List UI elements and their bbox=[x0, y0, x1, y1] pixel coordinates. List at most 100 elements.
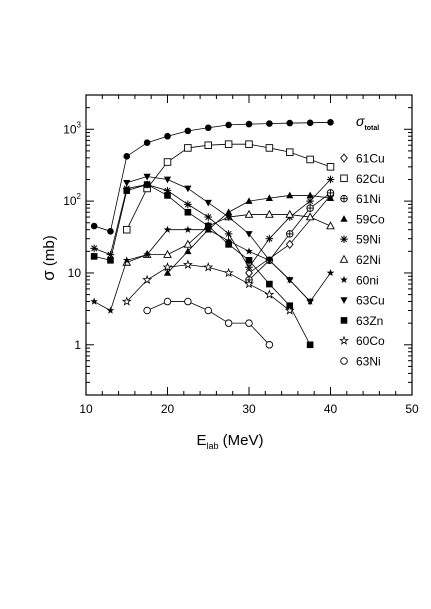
data-point-63cu bbox=[265, 257, 273, 265]
legend-label-63ni: 63Ni bbox=[356, 355, 381, 369]
y-axis-label-unit: (mb) bbox=[41, 235, 58, 266]
legend-label-60ni: 60ni bbox=[356, 273, 379, 287]
data-point-59co bbox=[163, 269, 172, 276]
x-axis-label-sub: lab bbox=[207, 441, 219, 451]
data-point-60ni bbox=[224, 236, 233, 245]
legend-label-59ni: 59Ni bbox=[356, 233, 381, 247]
data-point-62cu bbox=[224, 140, 233, 148]
data-point-60ni bbox=[143, 250, 151, 258]
data-point-62ni bbox=[305, 212, 315, 221]
data-point-62cu bbox=[306, 155, 314, 164]
data-point-62ni bbox=[326, 221, 335, 230]
data-point-62ni bbox=[183, 239, 193, 248]
y-axis-label: σ (mb) bbox=[39, 235, 58, 281]
data-point-59co bbox=[245, 197, 253, 204]
data-point-63cu bbox=[123, 179, 131, 187]
axis-ticks bbox=[85, 94, 413, 396]
data-point-62cu bbox=[184, 144, 192, 152]
legend-marker-62ni bbox=[339, 254, 349, 263]
data-point-63ni bbox=[163, 297, 172, 306]
data-point-63zn bbox=[245, 257, 253, 264]
x-axis-label: Elab (MeV) bbox=[196, 432, 263, 451]
series-62cu bbox=[122, 140, 335, 234]
data-point-62ni bbox=[265, 209, 274, 218]
legend-marker-59co bbox=[340, 215, 348, 222]
data-point-total bbox=[204, 124, 212, 132]
data-point-60co bbox=[121, 296, 132, 306]
y-tick-label: 1 bbox=[74, 338, 81, 352]
legend-label-62ni: 62Ni bbox=[356, 253, 381, 267]
x-tick-label: 50 bbox=[405, 402, 419, 416]
y-tick-label-base: 10 bbox=[63, 194, 77, 208]
data-point-60co bbox=[162, 262, 173, 272]
x-tick-label: 40 bbox=[324, 402, 338, 416]
data-point-60co bbox=[244, 278, 254, 289]
legend: 61Cu 62Cu 61Ni 59Co 59Ni 62Ni 60ni 63Cu 63Zn 60Co… bbox=[339, 152, 385, 369]
data-point-62cu bbox=[326, 163, 335, 171]
x-tick-label: 10 bbox=[79, 402, 93, 416]
series-layer bbox=[90, 119, 335, 349]
data-point-63zn bbox=[107, 257, 114, 264]
x-tick-labels: 10 20 30 40 50 bbox=[79, 402, 419, 416]
data-point-total bbox=[123, 153, 131, 160]
data-point-60co bbox=[284, 305, 295, 315]
data-point-62ni bbox=[163, 249, 172, 258]
y-tick-label-base: 1 bbox=[74, 338, 81, 352]
data-point-59ni bbox=[224, 230, 233, 238]
data-point-60ni bbox=[163, 225, 172, 233]
legend-label-60co: 60Co bbox=[356, 334, 385, 348]
data-point-total bbox=[245, 120, 253, 128]
data-point-59ni bbox=[265, 234, 274, 243]
data-point-total bbox=[266, 120, 273, 127]
series-63cu bbox=[123, 173, 314, 306]
series-line-63zn bbox=[94, 184, 311, 345]
legend-label-59co: 59Co bbox=[356, 212, 385, 226]
data-point-61ni bbox=[286, 230, 294, 238]
data-point-63ni bbox=[265, 341, 274, 349]
data-point-59co bbox=[225, 208, 233, 216]
data-point-63cu bbox=[163, 176, 172, 184]
y-tick-label-base: 10 bbox=[68, 266, 82, 280]
data-point-60ni bbox=[90, 297, 98, 305]
legend-label-63zn: 63Zn bbox=[356, 314, 383, 328]
data-point-total bbox=[286, 119, 294, 127]
data-point-59ni bbox=[245, 263, 253, 272]
data-point-59co bbox=[306, 191, 314, 199]
y-tick-label: 103 bbox=[63, 120, 81, 136]
data-point-63zn bbox=[90, 253, 98, 260]
data-point-60ni bbox=[245, 247, 253, 255]
data-point-63ni bbox=[245, 319, 253, 327]
data-point-59ni bbox=[204, 213, 213, 221]
series-line-60co bbox=[126, 264, 290, 311]
series-61ni bbox=[245, 189, 335, 284]
y-tick-label-exponent: 3 bbox=[77, 120, 82, 129]
data-point-61ni bbox=[326, 189, 335, 197]
legend-marker-60ni bbox=[340, 275, 348, 284]
data-point-63zn bbox=[164, 192, 171, 199]
data-point-total bbox=[164, 132, 171, 140]
x-tick-label: 30 bbox=[242, 402, 256, 416]
legend-marker-60co bbox=[339, 335, 349, 345]
data-point-63cu bbox=[225, 214, 233, 221]
x-axis-label-unit: (MeV) bbox=[219, 432, 264, 449]
legend-title-sub: total bbox=[364, 125, 379, 132]
legend-marker-61ni bbox=[340, 194, 348, 203]
data-point-total bbox=[90, 222, 98, 230]
data-point-62ni bbox=[285, 209, 295, 218]
data-point-62cu bbox=[245, 140, 253, 148]
data-point-63cu bbox=[306, 298, 314, 306]
data-point-60ni bbox=[106, 306, 115, 314]
data-point-60co bbox=[182, 259, 193, 269]
data-point-61cu bbox=[285, 239, 294, 249]
data-point-59ni bbox=[184, 200, 192, 209]
data-point-62cu bbox=[204, 141, 212, 149]
data-point-62cu bbox=[265, 144, 274, 152]
data-point-60co bbox=[203, 262, 214, 272]
data-point-60ni bbox=[122, 256, 131, 264]
data-point-59co bbox=[286, 191, 294, 199]
legend-marker-59ni bbox=[340, 235, 348, 243]
y-tick-label: 10 bbox=[68, 266, 82, 280]
legend-title-symbol: σ bbox=[356, 113, 365, 129]
